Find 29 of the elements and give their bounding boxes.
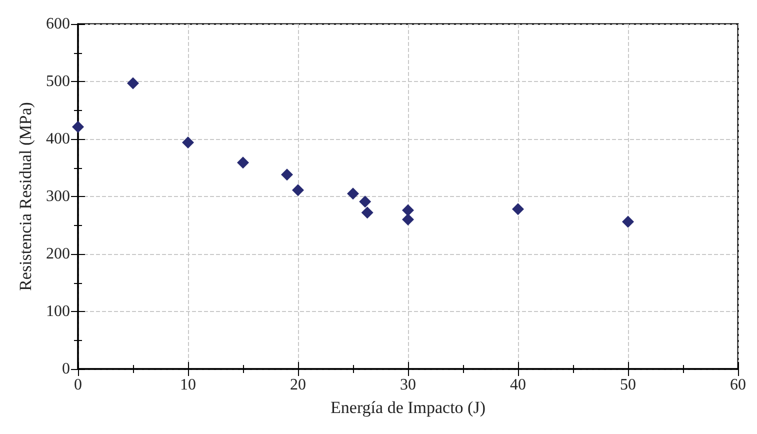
point — [361, 206, 374, 219]
y-axis-title: Resistencia Residual (MPa) — [16, 102, 35, 291]
point — [292, 184, 304, 196]
point — [72, 120, 84, 133]
x-tick-label: 30 — [400, 376, 416, 394]
x-tick-label: 50 — [620, 376, 636, 394]
x-tick-label: 20 — [290, 376, 306, 394]
y-tick-label: 500 — [46, 73, 70, 90]
x-tick-label: 40 — [510, 376, 526, 394]
point — [622, 216, 634, 228]
point — [402, 204, 414, 216]
y-tick-label: 100 — [46, 303, 70, 320]
point — [402, 214, 414, 226]
point — [182, 136, 194, 148]
point — [237, 156, 249, 169]
point — [347, 188, 359, 200]
y-tick-label: 400 — [46, 130, 70, 148]
point — [281, 168, 293, 181]
point — [127, 77, 139, 90]
y-tick-label: 0 — [62, 360, 70, 378]
x-tick-label: 10 — [180, 376, 196, 394]
x-tick-label: 0 — [74, 376, 82, 394]
y-tick-label: 200 — [46, 246, 70, 262]
y-tick-label: 600 — [46, 16, 70, 32]
x-axis-title: Energía de Impacto (J) — [330, 398, 486, 417]
x-tick-label: 60 — [730, 376, 746, 394]
y-tick-label: 300 — [46, 188, 70, 205]
point — [512, 203, 524, 216]
point — [359, 196, 372, 208]
